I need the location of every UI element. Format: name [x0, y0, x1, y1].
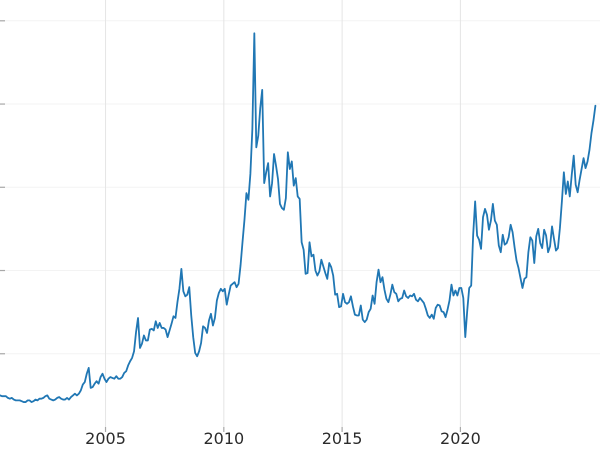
horizontal-gridlines	[0, 20, 600, 355]
x-tick-label: 2015	[322, 429, 363, 448]
x-axis-labels: 2005 2010 2015 2020	[85, 429, 481, 448]
x-axis-ticks	[104, 427, 462, 432]
x-tick-label: 2010	[203, 429, 244, 448]
x-tick-label: 2020	[440, 429, 481, 448]
vertical-gridlines	[105, 0, 461, 427]
price-line-series	[0, 32, 597, 403]
x-tick-label: 2005	[85, 429, 126, 448]
y-axis-ticks	[0, 20, 5, 355]
